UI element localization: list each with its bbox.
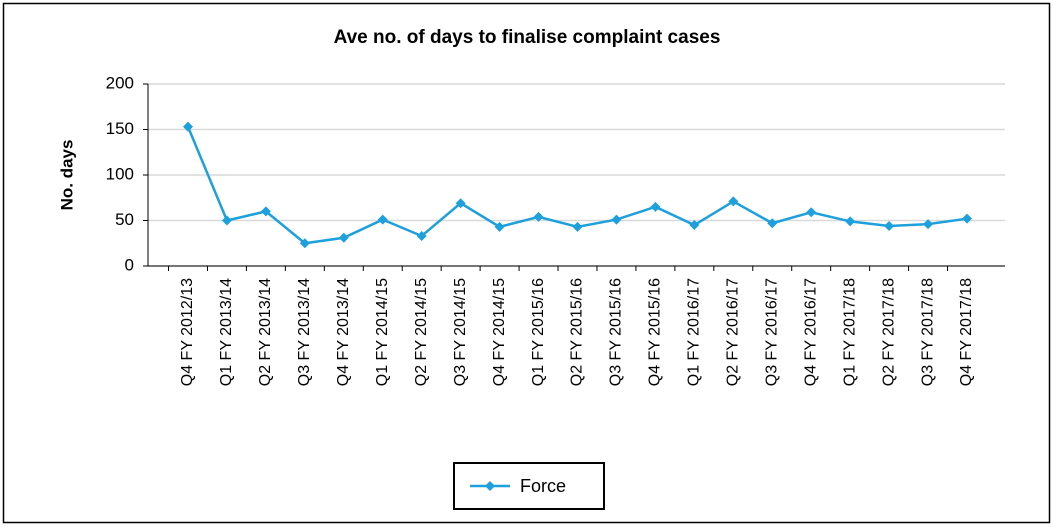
data-point (338, 232, 349, 243)
x-tick-label: Q2 FY 2014/15 (413, 278, 430, 386)
data-point (923, 219, 934, 230)
data-point (533, 211, 544, 222)
data-point (183, 121, 193, 132)
data-point (494, 221, 505, 232)
data-point (455, 198, 466, 209)
x-tick-label: Q2 FY 2016/17 (725, 278, 742, 386)
x-tick-label: Q3 FY 2013/14 (296, 278, 313, 386)
x-tick-label: Q2 FY 2017/18 (880, 278, 897, 386)
data-point (767, 218, 778, 229)
data-point (572, 221, 583, 232)
data-point (962, 213, 972, 224)
x-tick-label: Q4 FY 2014/15 (491, 278, 508, 386)
data-point (806, 207, 817, 218)
x-tick-label: Q4 FY 2012/13 (179, 278, 196, 386)
data-point (845, 216, 856, 227)
legend-marker (485, 481, 495, 491)
x-tick-label: Q1 FY 2015/16 (530, 278, 547, 386)
chart-title: Ave no. of days to finalise complaint ca… (334, 27, 721, 48)
x-tick-label: Q4 FY 2016/17 (802, 278, 819, 386)
y-tick-label: 150 (106, 119, 134, 138)
x-tick-label: Q2 FY 2013/14 (257, 278, 274, 386)
x-tick-label: Q3 FY 2016/17 (763, 278, 780, 386)
data-point (416, 230, 427, 241)
y-tick-label: 50 (115, 210, 134, 229)
x-tick-label: Q3 FY 2015/16 (608, 278, 625, 386)
data-point (260, 206, 271, 217)
data-point (728, 196, 739, 207)
data-point (650, 201, 661, 212)
data-point (611, 214, 622, 225)
x-tick-label: Q4 FY 2013/14 (335, 278, 352, 386)
x-tick-label: Q4 FY 2015/16 (647, 278, 664, 386)
y-tick-label: 200 (106, 73, 134, 92)
x-tick-label: Q1 FY 2014/15 (374, 278, 391, 386)
data-point (377, 214, 388, 225)
data-point (884, 220, 895, 231)
data-point (299, 238, 310, 249)
x-tick-label: Q2 FY 2015/16 (569, 278, 586, 386)
y-tick-label: 0 (125, 255, 134, 274)
legend-label: Force (520, 476, 566, 496)
data-point (221, 215, 232, 226)
data-point (689, 220, 700, 231)
x-tick-label: Q1 FY 2017/18 (841, 278, 858, 386)
x-tick-label: Q1 FY 2013/14 (218, 278, 235, 386)
x-tick-label: Q3 FY 2017/18 (919, 278, 936, 386)
y-tick-label: 100 (106, 164, 134, 183)
x-tick-label: Q3 FY 2014/15 (452, 278, 469, 386)
y-axis-label: No. days (57, 140, 76, 211)
x-tick-label: Q4 FY 2017/18 (958, 278, 975, 386)
x-tick-label: Q1 FY 2016/17 (686, 278, 703, 386)
